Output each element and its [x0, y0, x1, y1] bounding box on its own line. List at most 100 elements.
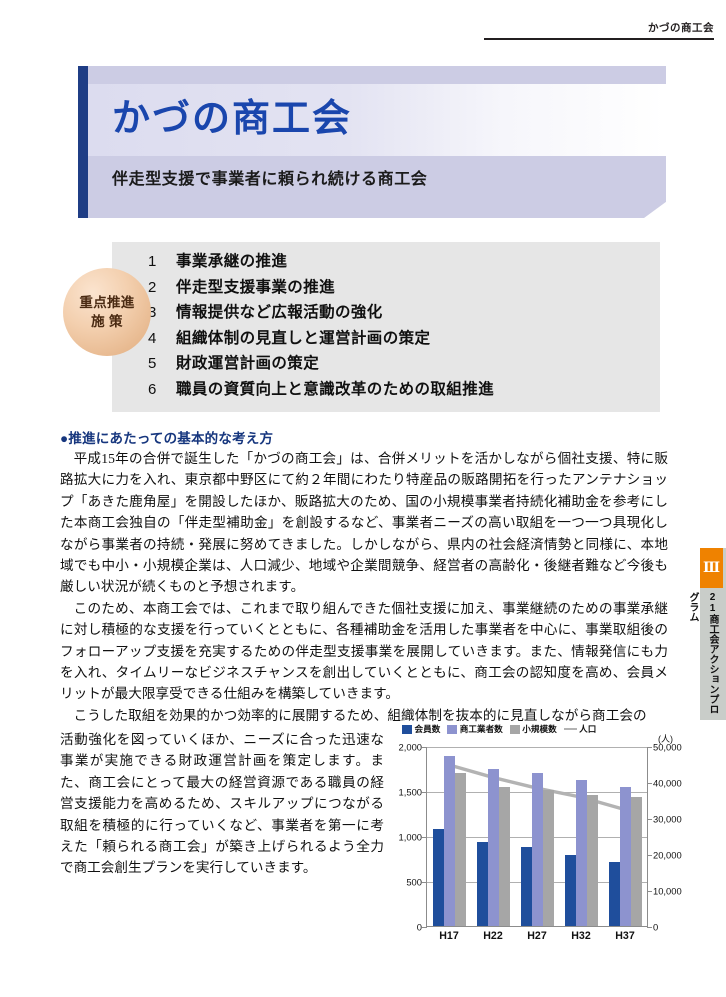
chart-plot-area: 0 500 1,000 1,500 2,000 0 10,000 20,000 30,000 40…: [399, 742, 682, 943]
paragraph-2: このため、本商工会では、これまで取り組んできた個社支援に加え、事業継続のための事…: [60, 600, 668, 702]
chart-bar: [542, 789, 554, 926]
chart-bar-group: H22: [471, 747, 515, 942]
axis-tick-mark: [647, 819, 652, 820]
policy-item-label: 伴走型支援事業の推進: [176, 278, 336, 296]
policy-item-label: 情報提供など広報活動の強化: [176, 304, 383, 322]
chart-secondary-axis-unit: (人): [658, 734, 673, 744]
chart-bar: [531, 772, 543, 926]
banner-band-top: [88, 66, 666, 84]
x-axis-tick-label: H22: [483, 930, 503, 942]
legend-label: 小規模数: [522, 724, 557, 734]
y-axis-tick-label: 1,000: [398, 831, 422, 843]
page-title: かづの商工会: [112, 98, 353, 140]
axis-tick-mark: [422, 927, 427, 928]
paragraph-3-wide: こうした取組を効果的かつ効率的に展開するため、組織体制を抜本的に見直しながら商工…: [73, 707, 647, 723]
chart-bar-group: H32: [559, 747, 603, 942]
policy-item-number: 6: [148, 380, 157, 398]
policy-item-number: 2: [148, 278, 157, 296]
x-axis-tick-label: H32: [571, 930, 591, 942]
policy-item-label: 財政運営計画の策定: [176, 355, 320, 373]
banner-band-middle: [88, 84, 666, 156]
y2-axis-tick-label: 30,000: [653, 813, 682, 825]
chart-bar-group: H27: [515, 747, 559, 942]
chart-bar: [487, 768, 499, 926]
chart-bar: [575, 780, 587, 926]
running-header: かづの商工会: [648, 22, 714, 34]
chart-bar: [476, 841, 488, 926]
body-text-wide: 平成15年の合併で誕生した「かづの商工会」は、合併メリットを活かしながら個社支援…: [60, 448, 668, 726]
x-axis-tick-label: H17: [439, 930, 459, 942]
side-tab-label: 21商工会アクションプログラム: [687, 592, 718, 714]
y2-axis-tick-label: 10,000: [653, 885, 682, 897]
policy-item-label: 組織体制の見直しと運営計画の策定: [176, 329, 431, 347]
list-item: 6 職員の資質向上と意識改革のための取組推進: [148, 377, 648, 403]
badge-line-2: 施 策: [91, 314, 123, 329]
chart-bar: [498, 786, 510, 926]
legend-swatch: [509, 724, 520, 734]
legend-swatch: [402, 724, 412, 734]
y-axis-tick-label: 500: [406, 876, 422, 888]
axis-tick-mark: [647, 855, 652, 856]
policy-item-number: 5: [148, 355, 157, 373]
axis-tick-mark: [647, 783, 652, 784]
axis-tick-mark: [647, 747, 652, 748]
policy-item-number: 4: [148, 329, 157, 347]
y-axis-tick-label: 1,500: [398, 786, 422, 798]
axis-tick-mark: [422, 882, 427, 883]
statistics-chart: 会員数 商工業者数 小規模数 人口 (人) 0 500 1,000 1,500 2,000 0 1…: [392, 722, 692, 962]
badge-line-1: 重点推進: [79, 295, 135, 310]
page-subtitle: 伴走型支援で事業者に頼られ続ける商工会: [112, 171, 428, 188]
axis-tick-mark: [647, 891, 652, 892]
list-item: 3 情報提供など広報活動の強化: [148, 300, 648, 326]
axis-tick-mark: [422, 837, 427, 838]
policy-item-label: 事業承継の推進: [176, 253, 288, 270]
side-tab-number: Ⅲ: [700, 548, 723, 588]
chart-bar: [454, 773, 466, 926]
title-banner: かづの商工会 伴走型支援で事業者に頼られ続ける商工会: [78, 66, 666, 218]
legend-label: 商工業者数: [459, 724, 503, 734]
legend-label: 会員数: [414, 724, 441, 734]
policy-panel: [112, 242, 660, 412]
body-text-narrow: 活動強化を図っていくほか、ニーズに合った迅速な事業が実施できる財政運営計画を策定…: [60, 729, 384, 879]
axis-tick-mark: [422, 747, 427, 748]
chart-bar: [619, 786, 631, 926]
legend-item: 会員数: [402, 723, 440, 735]
running-header-rule: [484, 38, 714, 40]
chart-bar: [586, 794, 598, 926]
y-axis-tick-label: 0: [416, 921, 422, 933]
policy-item-number: 1: [148, 253, 157, 270]
chart-bar: [520, 846, 532, 926]
priority-policy-badge: 重点推進 施 策: [63, 268, 151, 356]
legend-swatch: [563, 727, 577, 731]
y-axis-tick-label: 2,000: [398, 741, 422, 753]
chart-bar: [630, 797, 642, 926]
chart-bar: [443, 755, 455, 926]
axis-tick-mark: [422, 792, 427, 793]
y2-axis-tick-label: 0: [653, 921, 659, 933]
x-axis-tick-label: H37: [615, 930, 635, 942]
section-heading: ●推進にあたっての基本的な考え方: [60, 431, 274, 446]
legend-item: 商工業者数: [447, 723, 503, 735]
chart-bar: [564, 854, 576, 926]
list-item: 5 財政運営計画の策定: [148, 351, 648, 377]
chart-bar-group: H17: [427, 747, 471, 942]
banner-band-bottom: [88, 156, 666, 218]
policy-list: 1 事業承継の推進 2 伴走型支援事業の推進 3 情報提供など広報活動の強化 4…: [148, 249, 648, 403]
policy-item-label: 職員の資質向上と意識改革のための取組推進: [176, 380, 495, 398]
y2-axis-tick-label: 40,000: [653, 777, 682, 789]
axis-tick-mark: [647, 927, 652, 928]
x-axis-tick-label: H27: [527, 930, 547, 942]
paragraph-1: 平成15年の合併で誕生した「かづの商工会」は、合併メリットを活かしながら個社支援…: [60, 451, 668, 595]
banner-accent-bar: [78, 66, 88, 218]
list-item: 2 伴走型支援事業の推進: [148, 275, 648, 301]
chart-bar-group: H37: [603, 747, 647, 942]
legend-label: 人口: [579, 724, 597, 734]
chart-bar: [432, 828, 444, 926]
y2-axis-tick-label: 50,000: [653, 741, 682, 753]
y2-axis-tick-label: 20,000: [653, 849, 682, 861]
gridline: [427, 747, 647, 748]
legend-item: 人口: [563, 723, 597, 735]
chart-legend: 会員数 商工業者数 小規模数 人口: [402, 722, 662, 736]
legend-swatch: [447, 724, 458, 734]
